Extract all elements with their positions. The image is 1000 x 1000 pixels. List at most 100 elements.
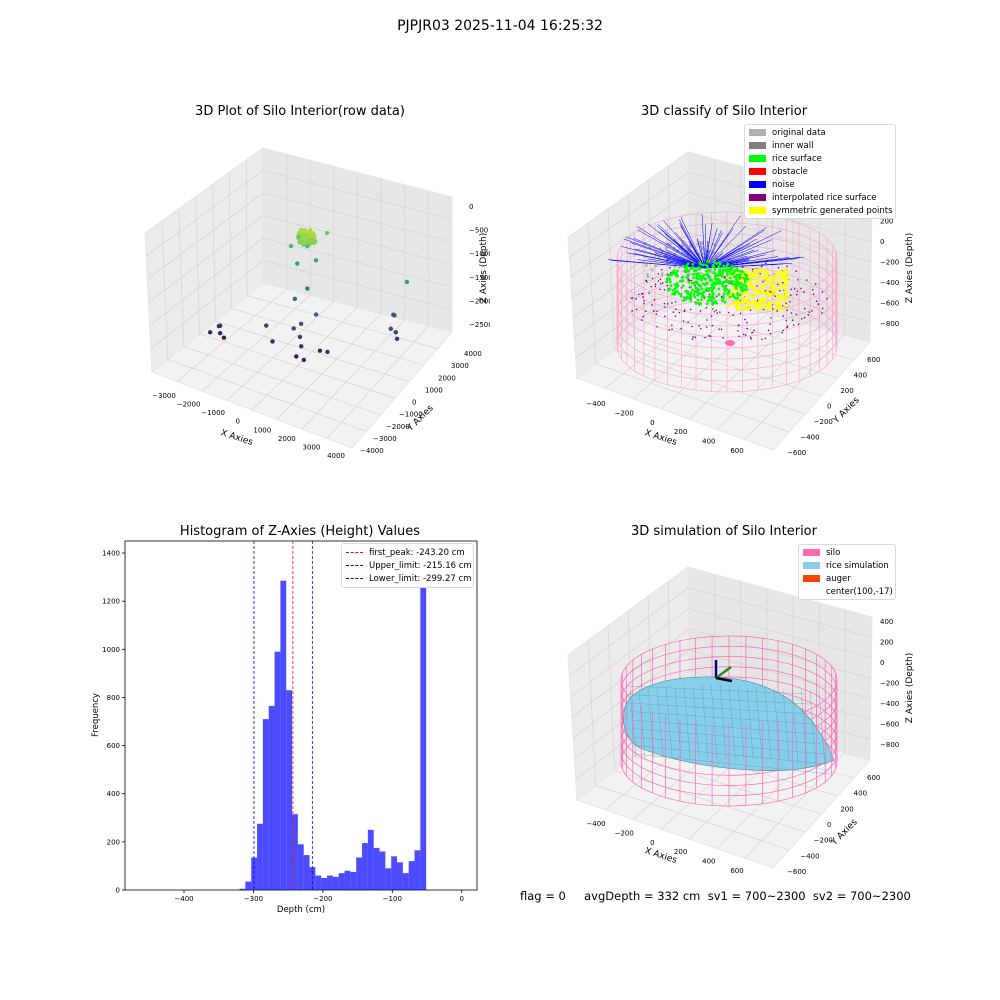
rice-surface-point — [679, 279, 682, 283]
mesh-line — [665, 686, 673, 759]
rice-surface-point — [699, 302, 702, 306]
interpolated-point — [772, 308, 774, 310]
status-footer: flag = 0 avgDepth = 332 cm sv1 = 700~230… — [520, 889, 911, 903]
interpolated-point — [786, 309, 788, 312]
mesh-line — [755, 686, 763, 759]
rice-surface-point — [734, 285, 738, 289]
histogram-bar — [245, 881, 252, 890]
interpolated-point — [744, 334, 747, 337]
z-tick-label: 0 — [469, 203, 473, 211]
rice-surface-point — [692, 276, 695, 280]
z-tick-label: −500 — [469, 227, 488, 235]
interpolated-point — [770, 316, 772, 319]
mesh-line — [746, 686, 754, 759]
rice-surface-point — [710, 290, 714, 294]
interpolated-point — [711, 324, 714, 327]
grid-line — [587, 640, 597, 786]
raw-point — [264, 323, 269, 328]
simulation-legend: silo rice simulation auger center(100,-17) — [798, 544, 896, 600]
rice-surface-point — [675, 274, 679, 278]
z-tick-label: −200 — [880, 259, 899, 267]
rice-surface-point — [725, 278, 728, 282]
interpolated-point — [781, 331, 784, 334]
interpolated-point — [769, 323, 771, 325]
histogram-bar — [292, 814, 298, 890]
rice-surface-point — [691, 266, 695, 270]
symmetric-point — [767, 287, 771, 291]
symmetric-point — [777, 302, 781, 306]
symmetric-point — [782, 298, 786, 302]
y-tick-label: 1400 — [102, 550, 120, 558]
symmetric-point — [770, 279, 774, 283]
interpolated-point — [671, 324, 673, 326]
grid-line — [843, 609, 847, 754]
y-tick-label: −2000 — [386, 423, 410, 431]
interpolated-point — [821, 312, 823, 314]
rice-surface-point — [705, 269, 708, 273]
interpolated-point — [716, 312, 719, 314]
interpolated-point — [749, 309, 752, 311]
grid-line — [744, 334, 845, 440]
legend-entry: auger — [799, 572, 895, 585]
interpolated-point — [672, 311, 675, 313]
x-tick-label: −1000 — [201, 409, 225, 417]
interpolated-point — [753, 329, 755, 332]
obstacle-point — [725, 340, 735, 346]
mesh-line — [773, 688, 781, 761]
symmetric-point — [752, 299, 756, 303]
mesh-line — [627, 694, 809, 705]
rice-surface-point — [707, 295, 711, 299]
rice-surface-point — [721, 268, 725, 272]
interpolated-point — [826, 297, 828, 300]
symmetric-point — [751, 282, 755, 286]
y-tick-label: 3000 — [451, 362, 469, 370]
interpolated-point — [635, 297, 637, 300]
legend-swatch — [749, 181, 766, 188]
interpolated-point — [779, 289, 781, 292]
raw-point — [404, 279, 410, 285]
symmetric-point — [738, 307, 742, 311]
rice-surface-point — [692, 292, 696, 296]
interpolated-point — [741, 266, 744, 268]
interpolated-point — [786, 326, 789, 329]
symmetric-point — [755, 305, 759, 309]
rice-surface-point — [691, 288, 694, 292]
legend-label: Upper_limit: -215.16 cm — [369, 560, 472, 571]
histogram-bar — [344, 870, 351, 890]
z-tick-label: 200 — [880, 639, 893, 647]
histogram-legend: first_peak: -243.20 cm Upper_limit: -215.… — [341, 543, 474, 588]
rice-surface-point — [696, 290, 699, 294]
x-tick-label: 400 — [702, 858, 715, 866]
legend-label: noise — [772, 179, 795, 190]
rice-surface-point — [735, 267, 739, 271]
symmetric-point — [780, 285, 784, 289]
z-tick-label: 0 — [880, 659, 884, 667]
interpolated-point — [705, 306, 708, 309]
interpolated-point — [767, 329, 770, 332]
interpolated-point — [683, 309, 686, 311]
histogram-bar — [379, 851, 386, 890]
symmetric-point — [732, 300, 736, 304]
interpolated-point — [666, 303, 669, 305]
z-tick-label: −600 — [880, 721, 899, 729]
histogram-bar — [257, 823, 263, 890]
legend-entry: silo — [799, 546, 895, 559]
z-tick-label: 400 — [880, 618, 893, 626]
y-tick-label: −3000 — [373, 435, 397, 443]
noise-ray — [679, 219, 706, 269]
interpolated-point — [737, 330, 739, 332]
legend-label: Lower_limit: -299.27 cm — [369, 573, 472, 584]
symmetric-point — [784, 298, 788, 302]
rice-surface-point — [693, 281, 697, 285]
interpolated-point — [651, 277, 654, 280]
histogram-bar — [414, 850, 421, 890]
legend-label: rice surface — [772, 153, 822, 164]
legend-label: silo — [826, 547, 841, 558]
rice-surface-point — [668, 280, 672, 284]
y-tick-label: 600 — [107, 742, 120, 750]
rice-surface-point — [705, 273, 709, 277]
symmetric-point — [757, 291, 761, 295]
x-tick-label: −3000 — [152, 392, 176, 400]
interpolated-point — [814, 282, 817, 285]
histogram-reference-lines — [253, 541, 313, 890]
